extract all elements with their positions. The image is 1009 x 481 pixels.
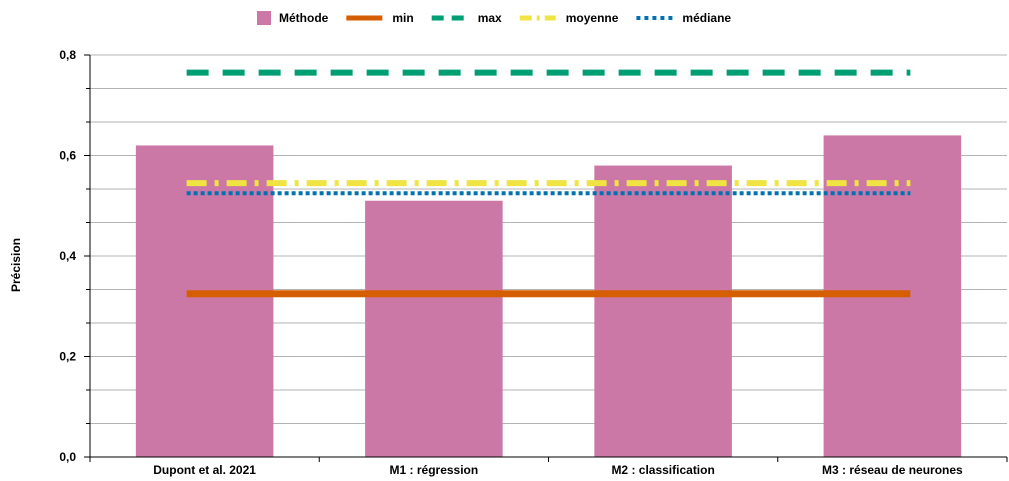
legend-item-médiane: médiane <box>636 11 731 25</box>
y-tick-label: 0,2 <box>59 350 76 364</box>
legend-item-Méthode: Méthode <box>257 11 329 25</box>
y-tick-label: 0,6 <box>59 149 76 163</box>
bar-2 <box>365 200 503 457</box>
x-tick-label: Dupont et al. 2021 <box>153 463 256 477</box>
y-axis-title: Précision <box>9 238 23 292</box>
y-tick-label: 0,0 <box>59 450 76 464</box>
axes: 0,0 0,2 0,4 0,6 0,8 Dupont et al. 2021 M1 : ré… <box>59 48 1008 477</box>
legend-item-moyenne: moyenne <box>519 11 619 25</box>
y-tick-label: 0,4 <box>59 249 76 263</box>
y-tick-label: 0,8 <box>59 48 76 62</box>
bar-1 <box>135 145 274 457</box>
legend: Méthode min max moyenne médiane <box>257 11 731 25</box>
legend-label: min <box>392 11 413 25</box>
legend-label: moyenne <box>566 11 619 25</box>
x-tick-label: M3 : réseau de neurones <box>822 463 963 477</box>
x-tick-label: M1 : régression <box>390 463 479 477</box>
legend-item-min: min <box>346 11 414 25</box>
x-tick-label: M2 : classification <box>611 463 714 477</box>
bar-3 <box>594 165 732 458</box>
legend-label: médiane <box>682 11 731 25</box>
legend-swatch <box>257 11 271 25</box>
legend-label: Méthode <box>279 11 329 25</box>
legend-item-max: max <box>431 11 502 25</box>
legend-label: max <box>478 11 502 25</box>
reference-lines <box>186 69 911 298</box>
